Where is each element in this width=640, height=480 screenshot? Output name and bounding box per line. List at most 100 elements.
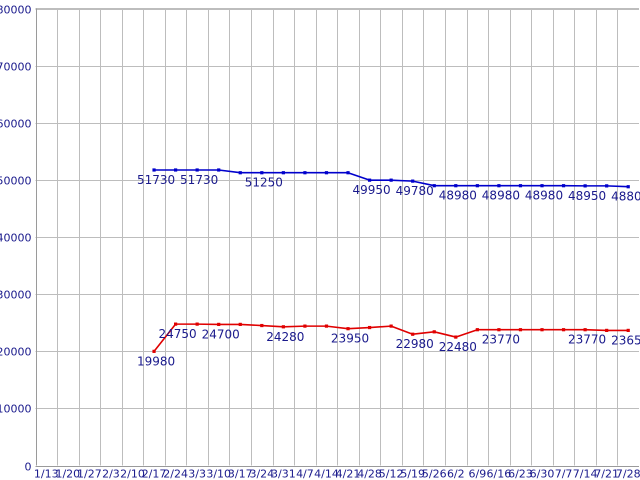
x-axis-tick-label: 6/2 [447, 468, 465, 480]
data-point-marker [217, 322, 221, 326]
data-point-marker [561, 328, 566, 332]
data-point-value-label: 49780 [396, 184, 434, 198]
data-point-value-label: 48980 [439, 189, 477, 203]
data-point-marker [561, 184, 566, 188]
data-point-value-label: 23770 [482, 333, 520, 347]
data-point-marker [497, 328, 501, 332]
data-point-marker [432, 184, 436, 188]
series-line-blue-series [153, 169, 630, 188]
data-point-marker [238, 171, 242, 175]
data-point-marker [518, 184, 523, 188]
axis-lines [35, 8, 639, 467]
y-axis-tick-label: 30000 [0, 289, 32, 302]
data-point-value-label: 22480 [439, 340, 477, 354]
x-axis-tick-label: 7/14 [573, 468, 598, 480]
data-point-value-label: 48980 [525, 189, 563, 203]
data-point-value-label: 51730 [137, 173, 175, 187]
data-point-value-label: 48800 [611, 190, 640, 204]
data-point-marker [324, 324, 329, 328]
data-point-value-label: 23950 [331, 332, 369, 346]
data-point-marker [152, 168, 156, 172]
data-point-value-label: 48950 [568, 189, 606, 203]
data-point-marker [324, 171, 329, 175]
x-axis-tick-label: 3/24 [249, 468, 274, 480]
data-point-marker [432, 330, 436, 334]
x-axis-tick-label: 2/10 [120, 468, 145, 480]
grid-lines [35, 8, 639, 467]
data-point-marker [389, 324, 393, 328]
data-point-marker [411, 332, 415, 336]
y-axis-tick-label: 60000 [0, 118, 32, 131]
data-point-marker [454, 184, 458, 188]
x-axis-tick-label: 4/14 [314, 468, 339, 480]
data-point-marker [475, 184, 479, 188]
x-axis-tick-label: 5/26 [422, 468, 447, 480]
data-point-value-label: 23650 [611, 333, 640, 347]
data-point-marker [605, 328, 609, 332]
data-point-value-label: 51250 [245, 176, 283, 190]
data-point-marker [152, 349, 156, 353]
data-point-labels: 51730 51730 51250 49950 49780 48980 48980 48980… [137, 173, 640, 368]
data-point-marker [174, 322, 178, 326]
data-point-value-label: 23770 [568, 333, 606, 347]
y-axis-tick-label: 70000 [0, 61, 32, 74]
data-point-marker [281, 325, 285, 329]
data-point-marker [475, 328, 479, 332]
x-axis-tick-label: 7/21 [594, 468, 619, 480]
y-axis-tick-label: 80000 [0, 4, 32, 17]
data-series-layer [152, 168, 630, 353]
data-point-marker [583, 328, 587, 332]
data-point-marker [411, 179, 415, 183]
data-point-marker [238, 322, 242, 326]
data-point-value-label: 49950 [352, 183, 390, 197]
data-point-marker [389, 178, 393, 182]
x-axis-tick-label: 2/17 [142, 468, 167, 480]
y-axis-tick-label: 40000 [0, 232, 32, 245]
x-axis-tick-label: 3/3 [188, 468, 206, 480]
x-axis-tick-label: 6/23 [508, 468, 533, 480]
data-point-value-label: 24700 [202, 327, 240, 341]
data-point-value-label: 24750 [159, 327, 197, 341]
data-point-value-label: 19980 [137, 354, 175, 368]
data-point-marker [303, 324, 307, 328]
x-axis-tick-label: 2/24 [163, 468, 188, 480]
data-point-marker [217, 168, 221, 172]
data-point-marker [626, 185, 630, 189]
y-axis-tick-label: 50000 [0, 175, 32, 188]
x-axis-tick-labels: 1/131/201/27 2/3 2/102/172/24 3/3 3/103/173/… [34, 468, 640, 480]
data-point-marker [346, 171, 350, 175]
data-point-marker [540, 328, 544, 332]
data-point-marker [518, 328, 523, 332]
y-axis-tick-label: 10000 [0, 403, 32, 416]
data-point-marker [174, 168, 178, 172]
x-axis-tick-label: 7/28 [616, 468, 640, 480]
data-point-marker [540, 184, 544, 188]
y-axis-tick-label: 20000 [0, 346, 32, 359]
x-axis-tick-label: 1/27 [77, 468, 102, 480]
data-point-marker [281, 171, 285, 175]
x-axis-tick-label: 4/7 [296, 468, 314, 480]
data-point-marker [260, 323, 264, 328]
y-axis-tick-label: 0 [25, 461, 32, 474]
y-axis-tick-labels: 0 10000 20000 30000 40000 50000 60000 70000 8000… [0, 4, 32, 474]
data-point-marker [626, 328, 630, 332]
data-point-value-label: 22980 [396, 337, 434, 351]
data-point-marker [303, 171, 307, 175]
x-axis-tick-label: 5/19 [400, 468, 425, 480]
data-point-value-label: 51730 [180, 173, 218, 187]
x-axis-tick-label: 4/28 [357, 468, 382, 480]
data-point-value-label: 48980 [482, 189, 520, 203]
x-axis-tick-label: 6/30 [530, 468, 555, 480]
data-point-marker [367, 178, 372, 182]
x-axis-tick-label: 3/10 [206, 468, 231, 480]
x-axis-tick-label: 6/16 [487, 468, 512, 480]
data-point-marker [497, 184, 501, 188]
data-point-marker [195, 168, 199, 172]
x-axis-tick-label: 4/21 [336, 468, 361, 480]
data-point-marker [605, 184, 609, 188]
x-axis-tick-label: 3/17 [228, 468, 253, 480]
x-axis-tick-label: 1/13 [34, 468, 59, 480]
x-axis-tick-label: 1/20 [55, 468, 80, 480]
